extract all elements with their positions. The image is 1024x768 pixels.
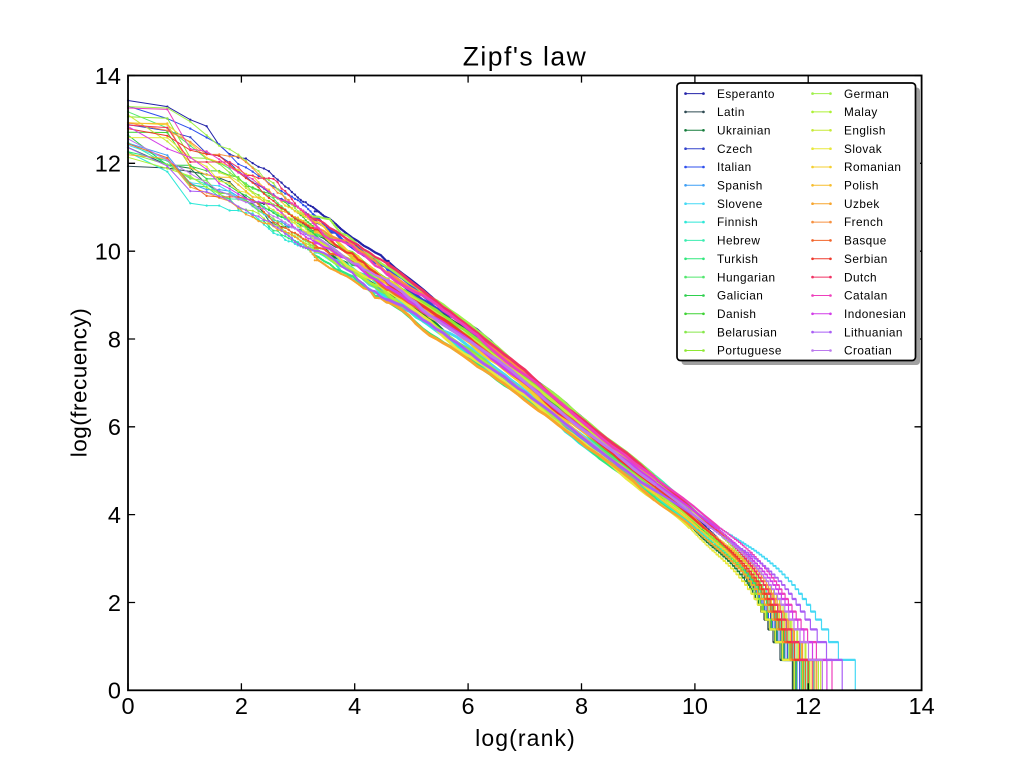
svg-text:Slovak: Slovak: [844, 142, 882, 156]
svg-text:Dutch: Dutch: [844, 270, 877, 284]
svg-text:14: 14: [95, 63, 121, 89]
svg-text:Basque: Basque: [844, 234, 887, 248]
svg-text:English: English: [844, 124, 886, 138]
svg-text:Galician: Galician: [717, 289, 763, 303]
svg-text:14: 14: [909, 693, 935, 719]
svg-text:French: French: [844, 215, 883, 229]
svg-text:German: German: [844, 87, 889, 101]
svg-text:10: 10: [95, 239, 121, 265]
svg-text:Polish: Polish: [844, 179, 879, 193]
svg-text:Latin: Latin: [717, 105, 745, 119]
svg-text:Danish: Danish: [717, 307, 756, 321]
svg-text:Esperanto: Esperanto: [717, 87, 775, 101]
svg-text:Italian: Italian: [717, 160, 752, 174]
svg-text:log(rank): log(rank): [475, 725, 576, 751]
svg-text:10: 10: [682, 693, 708, 719]
svg-text:Uzbek: Uzbek: [844, 197, 880, 211]
svg-text:4: 4: [108, 502, 121, 528]
svg-text:Romanian: Romanian: [844, 160, 901, 174]
svg-text:Zipf's law: Zipf's law: [463, 42, 588, 72]
svg-text:6: 6: [462, 693, 475, 719]
svg-text:Spanish: Spanish: [717, 179, 763, 193]
svg-text:Hungarian: Hungarian: [717, 270, 775, 284]
svg-text:12: 12: [95, 151, 121, 177]
svg-text:12: 12: [795, 693, 821, 719]
svg-text:Lithuanian: Lithuanian: [844, 325, 903, 339]
svg-text:Malay: Malay: [844, 105, 878, 119]
svg-text:Portuguese: Portuguese: [717, 344, 782, 358]
svg-text:Turkish: Turkish: [717, 252, 758, 266]
svg-text:log(frecuency): log(frecuency): [67, 308, 92, 458]
svg-text:0: 0: [108, 678, 121, 704]
svg-text:2: 2: [235, 693, 248, 719]
svg-text:2: 2: [108, 590, 121, 616]
svg-text:Belarusian: Belarusian: [717, 325, 777, 339]
svg-text:Czech: Czech: [717, 142, 753, 156]
svg-text:Croatian: Croatian: [844, 344, 892, 358]
svg-text:8: 8: [575, 693, 588, 719]
svg-text:4: 4: [348, 693, 361, 719]
svg-text:Ukrainian: Ukrainian: [717, 124, 771, 138]
svg-text:Catalan: Catalan: [844, 289, 888, 303]
svg-text:Finnish: Finnish: [717, 215, 758, 229]
svg-text:Hebrew: Hebrew: [717, 234, 760, 248]
svg-text:Serbian: Serbian: [844, 252, 888, 266]
svg-text:Indonesian: Indonesian: [844, 307, 906, 321]
svg-text:Slovene: Slovene: [717, 197, 763, 211]
svg-text:6: 6: [108, 414, 121, 440]
svg-text:0: 0: [121, 693, 134, 719]
svg-text:8: 8: [108, 326, 121, 352]
